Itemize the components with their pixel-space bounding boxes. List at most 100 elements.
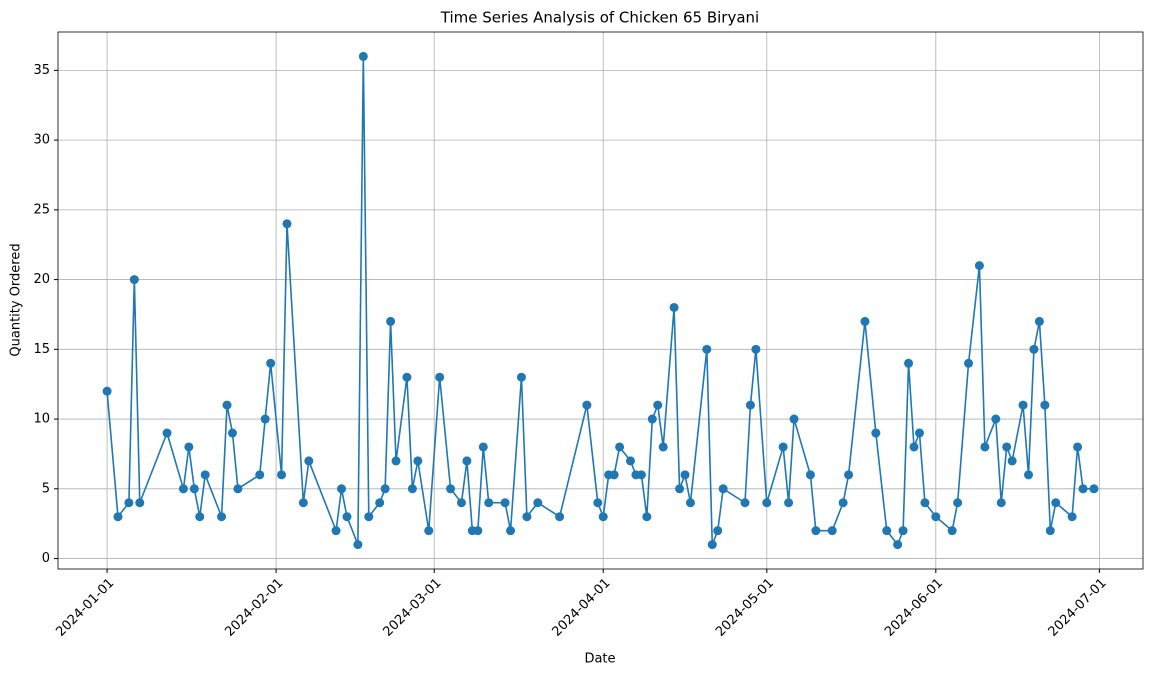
- data-point: [642, 512, 652, 522]
- data-point: [789, 414, 799, 424]
- y-tick-label: 25: [33, 202, 50, 217]
- data-point: [1051, 498, 1061, 508]
- data-point: [129, 275, 139, 285]
- data-point: [456, 498, 466, 508]
- data-point: [778, 442, 788, 452]
- data-point: [260, 414, 270, 424]
- data-point: [751, 344, 761, 354]
- data-point: [555, 512, 565, 522]
- data-point: [255, 470, 265, 480]
- x-tick-label: 2024-05-01: [713, 576, 777, 640]
- data-point: [827, 526, 837, 536]
- x-tick-label: 2024-02-01: [222, 576, 286, 640]
- data-point: [195, 512, 205, 522]
- data-point: [745, 400, 755, 410]
- data-point: [762, 498, 772, 508]
- data-point: [533, 498, 543, 508]
- data-point: [282, 219, 292, 229]
- data-point: [598, 512, 608, 522]
- data-point: [838, 498, 848, 508]
- data-point: [582, 400, 592, 410]
- data-point: [233, 484, 243, 494]
- data-point: [718, 484, 728, 494]
- data-point: [1018, 400, 1028, 410]
- data-point: [522, 512, 532, 522]
- data-point: [1024, 470, 1034, 480]
- data-point: [386, 316, 396, 326]
- data-point: [380, 484, 390, 494]
- data-point: [124, 498, 134, 508]
- data-point: [462, 456, 472, 466]
- data-point: [784, 498, 794, 508]
- data-point: [113, 512, 123, 522]
- data-point: [669, 302, 679, 312]
- y-tick-label: 35: [33, 63, 50, 78]
- data-point: [653, 400, 663, 410]
- data-point: [500, 498, 510, 508]
- data-point: [914, 428, 924, 438]
- data-point: [102, 386, 112, 396]
- x-tick-label: 2024-04-01: [549, 576, 613, 640]
- data-point: [353, 540, 363, 550]
- data-point: [909, 442, 919, 452]
- data-point: [1007, 456, 1017, 466]
- data-point: [435, 372, 445, 382]
- data-point: [658, 442, 668, 452]
- data-point: [413, 456, 423, 466]
- data-point: [920, 498, 930, 508]
- data-point: [685, 498, 695, 508]
- data-point: [953, 498, 963, 508]
- data-point: [609, 470, 619, 480]
- data-point: [277, 470, 287, 480]
- data-point: [898, 526, 908, 536]
- data-point: [266, 358, 276, 368]
- data-point: [1002, 442, 1012, 452]
- data-point: [991, 414, 1001, 424]
- data-point: [931, 512, 941, 522]
- data-point: [473, 526, 483, 536]
- data-point: [1029, 344, 1039, 354]
- data-point: [516, 372, 526, 382]
- data-point: [402, 372, 412, 382]
- data-point: [217, 512, 227, 522]
- data-point: [222, 400, 232, 410]
- data-point: [974, 261, 984, 271]
- data-point: [424, 526, 434, 536]
- data-point: [407, 484, 417, 494]
- data-point: [593, 498, 603, 508]
- x-tick-label: 2024-07-01: [1046, 576, 1110, 640]
- y-tick-label: 0: [42, 551, 50, 566]
- y-tick-label: 5: [42, 481, 50, 496]
- data-point: [675, 484, 685, 494]
- data-point: [506, 526, 516, 536]
- data-point: [178, 484, 188, 494]
- data-point: [1034, 316, 1044, 326]
- x-axis-label: Date: [584, 652, 615, 667]
- chart-title: Time Series Analysis of Chicken 65 Birya…: [440, 9, 759, 27]
- data-point: [996, 498, 1006, 508]
- data-point: [702, 344, 712, 354]
- x-tick-label: 2024-06-01: [882, 576, 946, 640]
- data-point: [1073, 442, 1083, 452]
- data-point: [713, 526, 723, 536]
- data-point: [364, 512, 374, 522]
- x-tick-label: 2024-01-01: [53, 576, 117, 640]
- y-tick-label: 30: [33, 133, 50, 148]
- data-point: [980, 442, 990, 452]
- data-point: [740, 498, 750, 508]
- data-point: [647, 414, 657, 424]
- data-point: [860, 316, 870, 326]
- plot-frame: [57, 31, 1144, 570]
- y-tick-label: 10: [33, 412, 50, 427]
- data-point: [964, 358, 974, 368]
- y-tick-label: 15: [33, 342, 50, 357]
- data-point: [358, 51, 368, 61]
- data-point: [1067, 512, 1077, 522]
- data-point: [1040, 400, 1050, 410]
- data-point: [844, 470, 854, 480]
- data-point: [304, 456, 314, 466]
- data-point: [904, 358, 914, 368]
- data-point: [337, 484, 347, 494]
